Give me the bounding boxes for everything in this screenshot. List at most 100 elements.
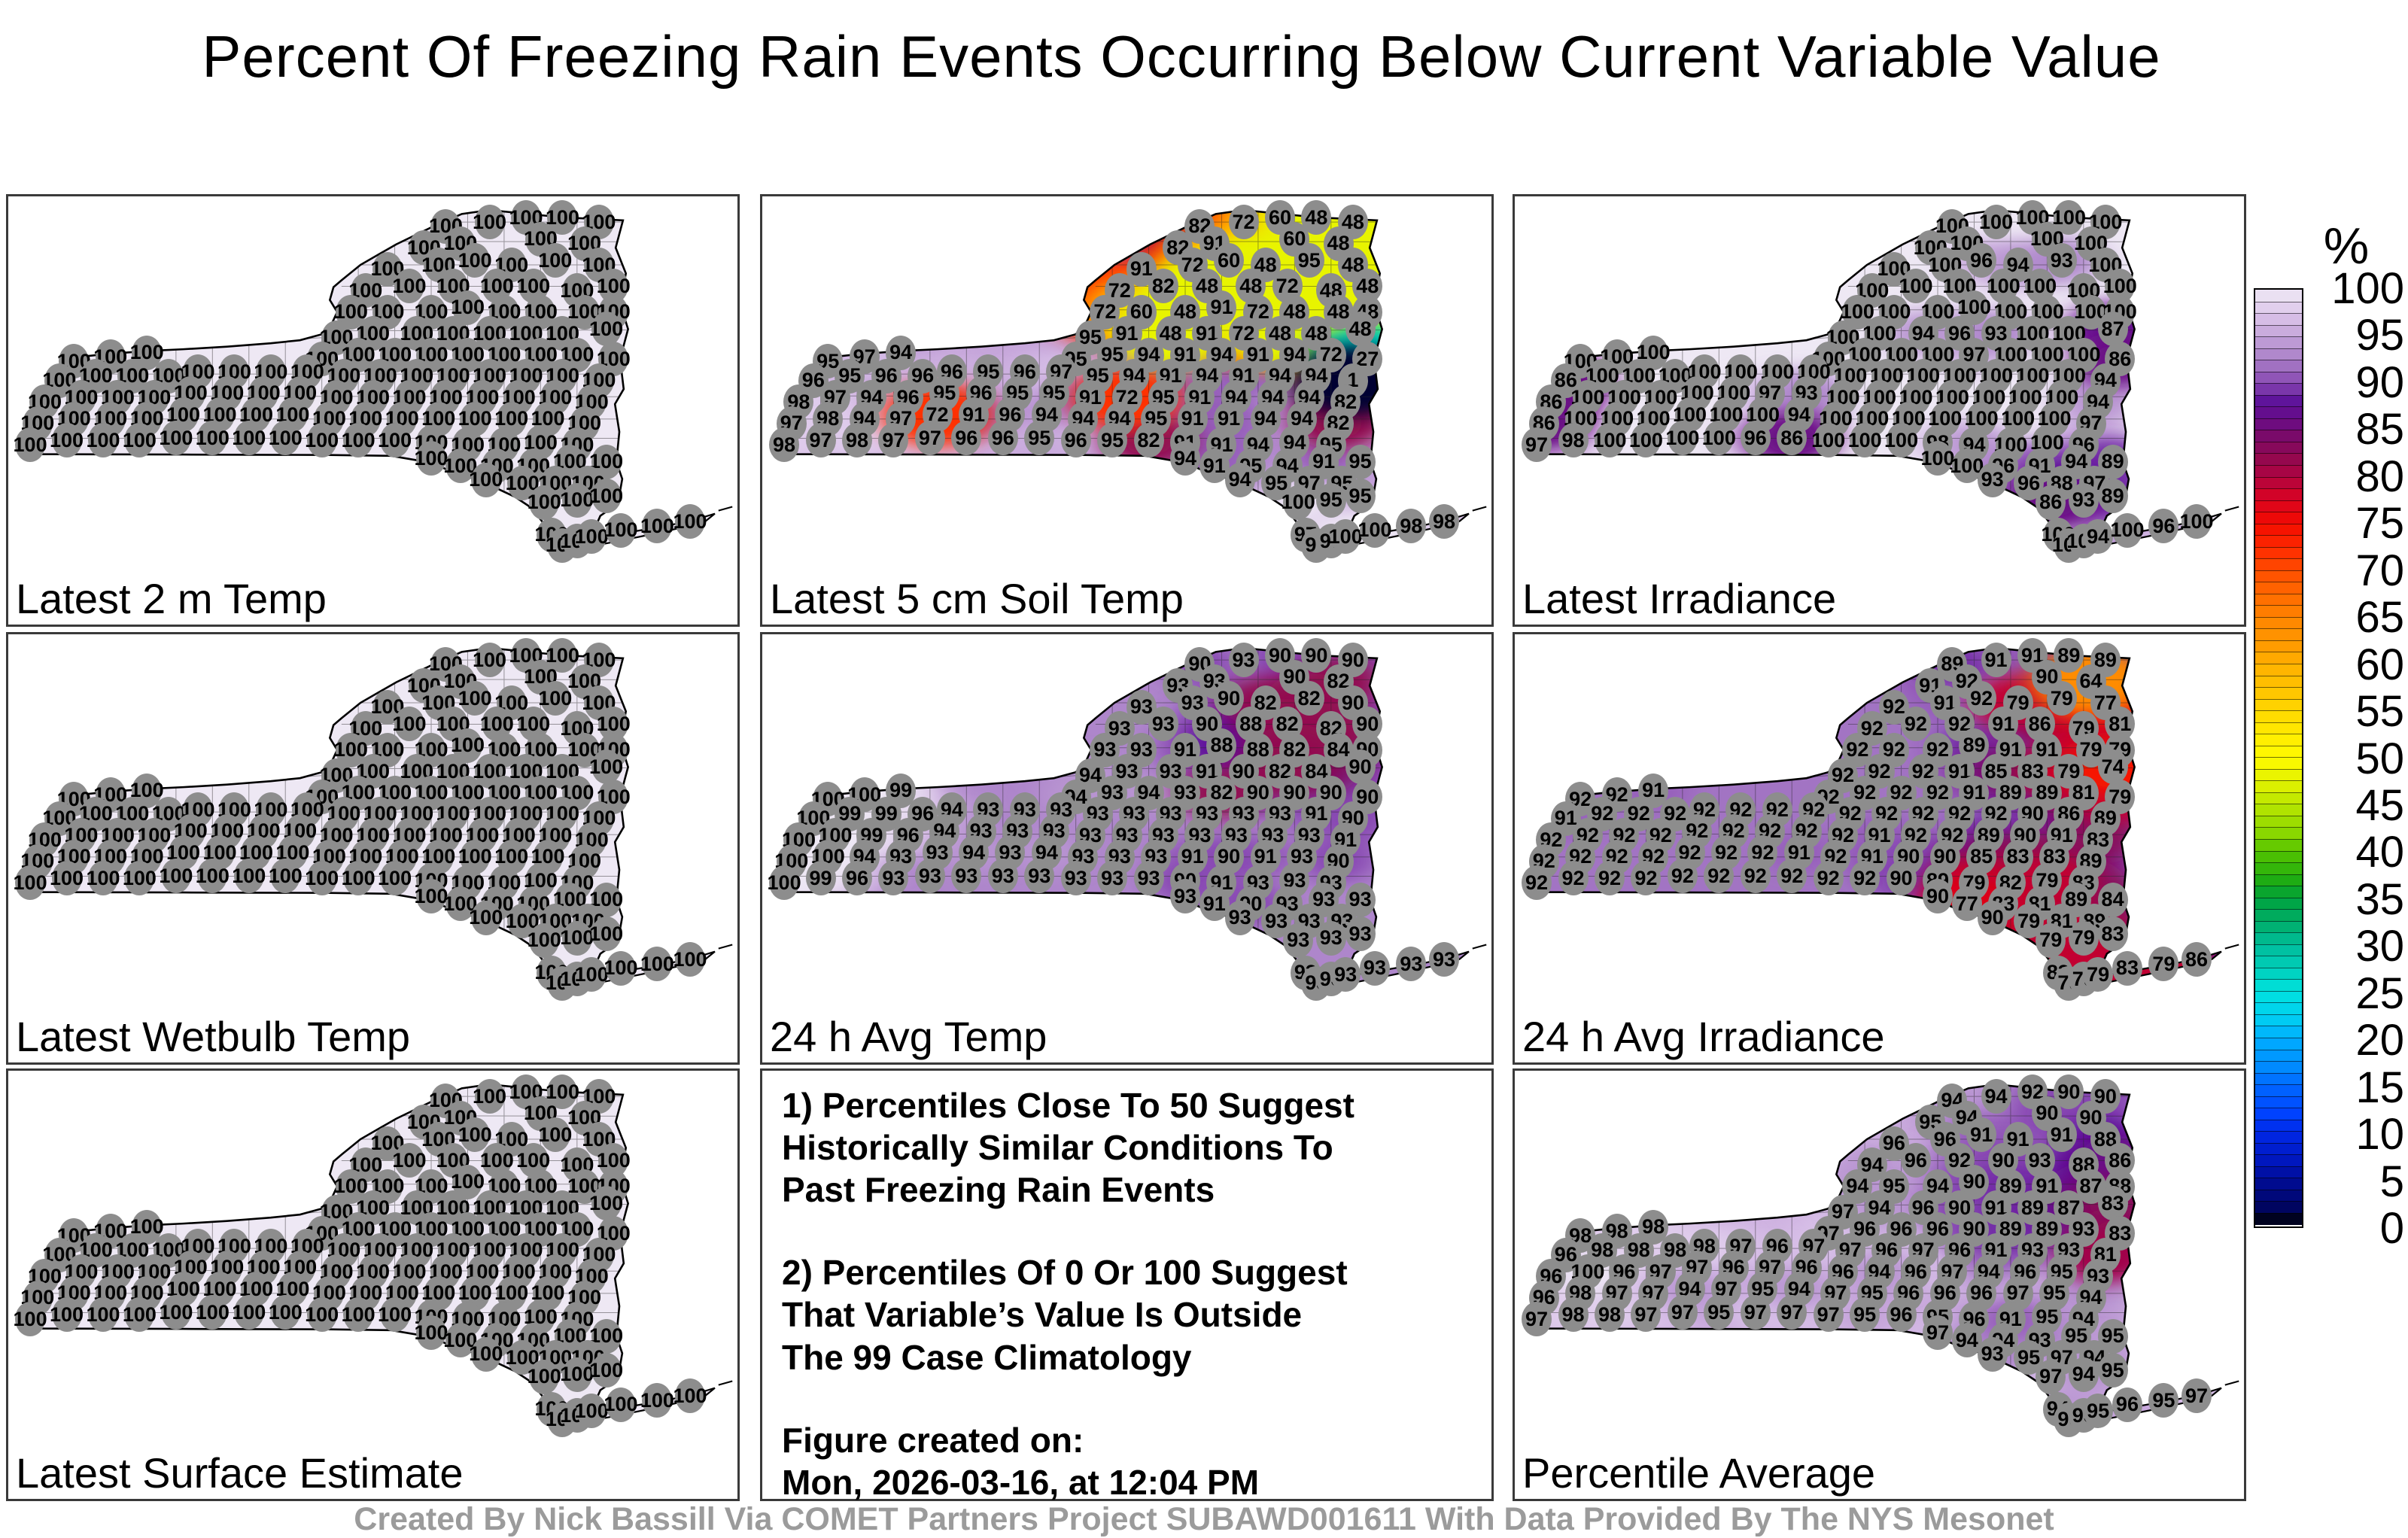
- station-value-dot: 100: [414, 1315, 448, 1351]
- station-value-dot: 99: [805, 861, 836, 896]
- station-value-dot: 100: [159, 421, 193, 456]
- station-value-dot: 100: [2179, 504, 2214, 540]
- station-value-dot: 100: [414, 879, 448, 914]
- station-value-dot: 100: [458, 839, 492, 874]
- colorbar-segment: [2255, 792, 2302, 804]
- colorbar-segment: [2255, 956, 2302, 968]
- colorbar-segment: [2255, 722, 2302, 734]
- station-value-dot: 100: [86, 861, 120, 896]
- station-value-dot: 97: [1522, 427, 1552, 463]
- station-value-dot: 100: [458, 1117, 492, 1153]
- station-value-dot: 100: [538, 1117, 572, 1153]
- colorbar-tick-40: 40: [2355, 828, 2404, 877]
- station-value-dot: 93: [1097, 861, 1128, 896]
- colorbar-segment: [2255, 418, 2302, 430]
- station-value-dot: 92: [1850, 861, 1880, 896]
- station-value-dot: 96: [1740, 421, 1771, 456]
- colorbar-segment: [2255, 1072, 2302, 1085]
- station-value-dot: 100: [2030, 294, 2064, 330]
- station-value-dot: 96: [2112, 1387, 2142, 1422]
- station-value-dot: 92: [1798, 792, 1829, 828]
- station-value-dot: 81: [2068, 775, 2099, 810]
- station-value-dot: 100: [1629, 423, 1663, 458]
- station-value-dot: 100: [538, 681, 572, 716]
- colorbar-segment: [2255, 290, 2302, 302]
- station-value-dot: 100: [378, 1297, 412, 1333]
- colorbar-segment: [2255, 1119, 2302, 1132]
- colorbar-tick-100: 100: [2331, 264, 2404, 313]
- station-value-dot: 93: [1396, 947, 1427, 982]
- station-value-dot: 100: [1329, 519, 1363, 555]
- colorbar-segment: [2255, 500, 2302, 512]
- station-value-dot: 100: [582, 685, 616, 721]
- panel-label-avg-24h-temp: 24 h Avg Temp: [770, 1013, 1047, 1060]
- station-value-dot: 48: [1345, 312, 1376, 347]
- panel-label-latest-5cm-soil-temp: Latest 5 cm Soil Temp: [770, 575, 1184, 622]
- station-value-dot: 96: [987, 421, 1018, 456]
- station-value-dot: 100: [451, 728, 485, 763]
- station-value-dot: 93: [1170, 879, 1201, 914]
- station-value-dot: 93: [1097, 775, 1128, 810]
- station-value-dot: 89: [1959, 728, 1990, 763]
- station-value-dot: 100: [14, 1302, 47, 1337]
- fishers-island: [2225, 507, 2239, 511]
- station-value-dot: 96: [2148, 509, 2179, 544]
- station-value-dot: 100: [202, 1272, 237, 1307]
- station-value-dot: 90: [1923, 879, 1953, 914]
- station-value-dot: 100: [305, 861, 339, 896]
- station-value-dot: 87: [2097, 312, 2128, 347]
- colorbar-segment: [2255, 710, 2302, 722]
- station-value-dot: 92: [1740, 859, 1771, 894]
- station-value-dot: 93: [1977, 462, 2008, 497]
- station-value-dot: 100: [469, 1336, 503, 1372]
- station-value-dot: 93: [1283, 922, 1314, 958]
- station-value-dot: 91: [1929, 685, 1960, 721]
- colorbar-segment: [2255, 476, 2302, 489]
- station-value-dot: 100: [640, 1383, 674, 1418]
- station-value-dot: 100: [458, 243, 492, 278]
- station-value-dot: 60: [1214, 243, 1245, 278]
- station-value-dot: 96: [1828, 1254, 1859, 1290]
- station-value-dot: 100: [1987, 269, 2020, 304]
- colorbar-tick-45: 45: [2355, 780, 2404, 830]
- colorbar-segment: [2255, 453, 2302, 465]
- station-value-dot: 91: [1199, 448, 1230, 484]
- colorbar-segment: [2255, 535, 2302, 547]
- station-value-dot: 92: [1667, 859, 1698, 894]
- station-value-dot: 100: [469, 462, 503, 497]
- panel-latest-wetbulb-temp: 100 100 100 100 100 100 100 100 100 100 100 100 100 1…: [6, 632, 740, 1065]
- station-value-dot: 93: [1060, 861, 1091, 896]
- colorbar-segment: [2255, 360, 2302, 372]
- station-value-dot: 100: [509, 200, 543, 236]
- station-value-dot: 100: [269, 421, 303, 456]
- station-value-dot: 100: [560, 1357, 594, 1392]
- colorbar-segment: [2255, 804, 2302, 816]
- station-value-dot: 92: [1558, 861, 1589, 896]
- station-value-dot: 92: [1631, 861, 1662, 896]
- station-value-dot: 92: [1522, 865, 1552, 901]
- station-value-dot: 95: [1315, 482, 1346, 518]
- station-value-dot: 72: [1228, 205, 1259, 240]
- station-value-dot: 100: [524, 1211, 558, 1247]
- station-value-dot: 91: [1966, 1117, 1997, 1153]
- station-value-dot: 96: [1944, 316, 1975, 351]
- colorbar-segment: [2255, 570, 2302, 582]
- station-value-dot: 90: [1929, 839, 1960, 874]
- station-value-dot: 100: [1358, 512, 1391, 548]
- colorbar-segment: [2255, 605, 2302, 617]
- station-value-dot: 90: [1977, 900, 2008, 935]
- station-value-dot: 95: [2014, 1340, 2045, 1375]
- station-value-dot: 100: [123, 423, 157, 458]
- station-value-dot: 100: [1848, 423, 1882, 458]
- station-value-dot: 97: [2075, 406, 2106, 441]
- colorbar-segment: [2255, 664, 2302, 676]
- station-value-dot: 98: [1396, 509, 1427, 544]
- station-value-dot: 100: [673, 504, 707, 540]
- figure-title: Percent Of Freezing Rain Events Occurrin…: [202, 23, 2161, 90]
- colorbar-segment: [2255, 1026, 2302, 1038]
- station-value-dot: 82: [1133, 423, 1164, 458]
- panel-label-latest-wetbulb-temp: Latest Wetbulb Temp: [16, 1013, 411, 1060]
- station-value-dot: 95: [1097, 423, 1128, 458]
- station-value-dot: 97: [1522, 1302, 1552, 1337]
